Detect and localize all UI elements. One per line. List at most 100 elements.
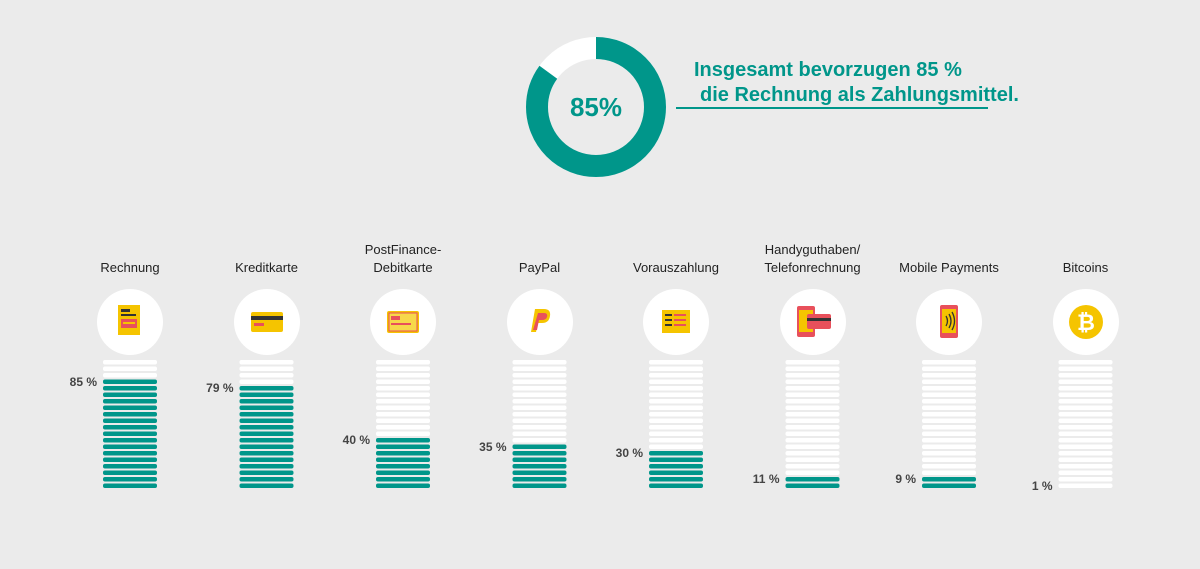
- bar-segment-filled: [512, 457, 567, 462]
- bar-segment-empty: [922, 379, 976, 384]
- bar-segment-empty: [785, 470, 840, 475]
- bar-segment-empty: [1058, 451, 1113, 456]
- bar-segment-empty: [1058, 425, 1113, 430]
- bar-segment-empty: [785, 457, 840, 462]
- bar-segment-filled: [239, 470, 294, 475]
- mobile-payment-icon: [916, 289, 982, 355]
- bar-segment-empty: [1058, 477, 1113, 482]
- bar-segment-filled: [103, 438, 157, 443]
- bar-segment-filled: [103, 405, 157, 410]
- bar-segment-empty: [512, 431, 567, 436]
- headline-underline: [676, 107, 988, 109]
- bar-segment-empty: [785, 386, 840, 391]
- bar-segment-filled: [103, 477, 157, 482]
- bar-segment-empty: [1058, 386, 1113, 391]
- bar-segment-empty: [785, 412, 840, 417]
- bar-segment-filled: [376, 444, 430, 449]
- bar-segment-filled: [239, 477, 294, 482]
- invoice-icon: [97, 289, 163, 355]
- bar-segment-empty: [785, 438, 840, 443]
- bar-segment-empty: [1058, 379, 1113, 384]
- bar-segment-empty: [376, 412, 430, 417]
- bar-segment-empty: [649, 405, 703, 410]
- bar: [103, 360, 157, 488]
- value-label: 11 %: [752, 472, 780, 486]
- bar-segment-filled: [103, 457, 157, 462]
- prepayment-icon: [643, 289, 709, 355]
- bar-segment-filled: [239, 405, 294, 410]
- bar-segment-empty: [376, 431, 430, 436]
- category-label: Bitcoins: [1062, 260, 1109, 275]
- bar-segment-filled: [512, 444, 567, 449]
- bar-segment-empty: [1058, 360, 1113, 365]
- bar-segment-filled: [103, 392, 157, 397]
- debit-card-icon: [370, 289, 436, 355]
- bar-segment-filled: [239, 457, 294, 462]
- bar-segment-filled: [239, 431, 294, 436]
- bar-segment-empty: [922, 392, 976, 397]
- bar-segment-empty: [649, 444, 703, 449]
- bar-segment-empty: [922, 431, 976, 436]
- bar-segment-empty: [1058, 470, 1113, 475]
- bar-segment-empty: [649, 412, 703, 417]
- bar-segment-empty: [376, 405, 430, 410]
- value-label: 1 %: [1031, 478, 1053, 493]
- bar-segment-empty: [922, 405, 976, 410]
- bar-segment-empty: [1058, 483, 1113, 488]
- bar-segment-empty: [785, 379, 840, 384]
- bar-segment-empty: [1058, 412, 1113, 417]
- bar-segment-filled: [103, 451, 157, 456]
- bar-segment-filled: [239, 451, 294, 456]
- bar: [1058, 360, 1113, 488]
- bar-segment-filled: [103, 379, 157, 384]
- bar-segment-empty: [239, 379, 294, 384]
- bar: [239, 360, 294, 488]
- bar-segment-empty: [649, 366, 703, 371]
- bar-segment-empty: [1058, 399, 1113, 404]
- bar-segment-empty: [649, 431, 703, 436]
- category-label: Rechnung: [100, 260, 160, 275]
- bar-segment-empty: [922, 373, 976, 378]
- bar-segment-filled: [649, 464, 703, 469]
- bar-segment-empty: [785, 405, 840, 410]
- bar: [649, 360, 703, 488]
- credit-card-icon: [233, 289, 300, 355]
- bar-segment-filled: [103, 386, 157, 391]
- category-label: Handyguthaben/ Telefonrechnung: [764, 242, 861, 275]
- bar-segment-empty: [922, 360, 976, 365]
- bar-segment-filled: [649, 451, 703, 456]
- bar-segment-empty: [512, 373, 567, 378]
- bar-segment-empty: [376, 379, 430, 384]
- bar-segment-empty: [1058, 418, 1113, 423]
- bar-segment-empty: [376, 418, 430, 423]
- bar-segment-filled: [376, 477, 430, 482]
- bar-segment-filled: [103, 483, 157, 488]
- bar-segment-empty: [922, 366, 976, 371]
- category-label: Kreditkarte: [235, 260, 298, 275]
- headline-line-1: Insgesamt bevorzugen 85 %: [694, 59, 962, 81]
- bar-segment-empty: [103, 373, 157, 378]
- bar-segment-empty: [1058, 373, 1113, 378]
- donut-value-label: 85%: [569, 91, 623, 122]
- bar-segment-empty: [1058, 438, 1113, 443]
- bar-segment-filled: [103, 444, 157, 449]
- headline: Insgesamt bevorzugen 85 % die Rechnung a…: [694, 58, 1019, 108]
- bar-segment-empty: [785, 464, 840, 469]
- bar-segment-empty: [922, 386, 976, 391]
- bar-segment-filled: [785, 483, 840, 488]
- bar-segment-filled: [922, 477, 976, 482]
- bar-segment-filled: [103, 425, 157, 430]
- bar-segment-filled: [103, 470, 157, 475]
- bar-segment-empty: [1058, 444, 1113, 449]
- bar-segment-empty: [512, 386, 567, 391]
- bar-segment-filled: [239, 444, 294, 449]
- bar-segment-empty: [922, 412, 976, 417]
- category-label: PayPal: [518, 260, 561, 275]
- bar-segment-empty: [1058, 464, 1113, 469]
- bar-segment-empty: [785, 444, 840, 449]
- value-label: 9 %: [895, 472, 916, 486]
- bar-segment-empty: [376, 386, 430, 391]
- bar-segment-filled: [239, 464, 294, 469]
- bar-segment-filled: [103, 412, 157, 417]
- bar-segment-empty: [922, 457, 976, 462]
